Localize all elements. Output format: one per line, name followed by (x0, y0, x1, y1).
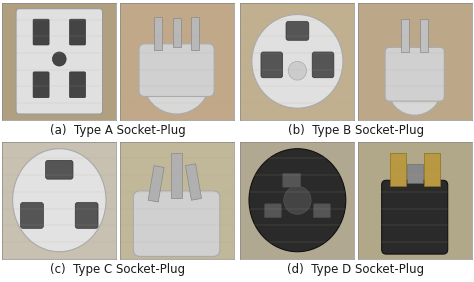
Circle shape (387, 59, 442, 115)
FancyBboxPatch shape (385, 47, 444, 101)
Text: (d)  Type D Socket-Plug: (d) Type D Socket-Plug (288, 263, 425, 276)
FancyBboxPatch shape (46, 160, 73, 179)
FancyBboxPatch shape (70, 19, 85, 45)
FancyBboxPatch shape (133, 191, 220, 256)
FancyBboxPatch shape (16, 9, 102, 114)
FancyBboxPatch shape (261, 52, 283, 78)
Bar (173, 18, 181, 47)
Ellipse shape (249, 149, 346, 252)
FancyBboxPatch shape (70, 72, 85, 98)
Circle shape (53, 52, 66, 66)
FancyBboxPatch shape (75, 202, 98, 228)
Circle shape (252, 15, 343, 108)
Bar (191, 17, 200, 50)
Bar (401, 19, 409, 52)
Circle shape (142, 44, 211, 114)
Text: (b)  Type B Socket-Plug: (b) Type B Socket-Plug (288, 124, 424, 137)
Text: (a)  Type A Socket-Plug: (a) Type A Socket-Plug (50, 124, 186, 137)
Text: (c)  Type C Socket-Plug: (c) Type C Socket-Plug (50, 263, 185, 276)
Bar (424, 153, 440, 186)
FancyBboxPatch shape (33, 72, 49, 98)
FancyBboxPatch shape (20, 202, 43, 228)
FancyBboxPatch shape (264, 204, 282, 218)
FancyBboxPatch shape (313, 204, 330, 218)
Bar (420, 19, 428, 52)
FancyBboxPatch shape (33, 19, 49, 45)
Bar (390, 153, 406, 186)
Bar (171, 153, 182, 198)
FancyBboxPatch shape (139, 44, 214, 96)
Ellipse shape (13, 149, 106, 252)
Bar (148, 166, 164, 202)
FancyBboxPatch shape (382, 180, 448, 254)
Circle shape (288, 61, 307, 80)
Bar (185, 164, 201, 200)
FancyBboxPatch shape (283, 173, 301, 187)
FancyBboxPatch shape (286, 21, 309, 40)
FancyBboxPatch shape (312, 52, 334, 78)
Circle shape (284, 186, 311, 214)
Bar (407, 164, 423, 183)
Bar (154, 17, 162, 50)
